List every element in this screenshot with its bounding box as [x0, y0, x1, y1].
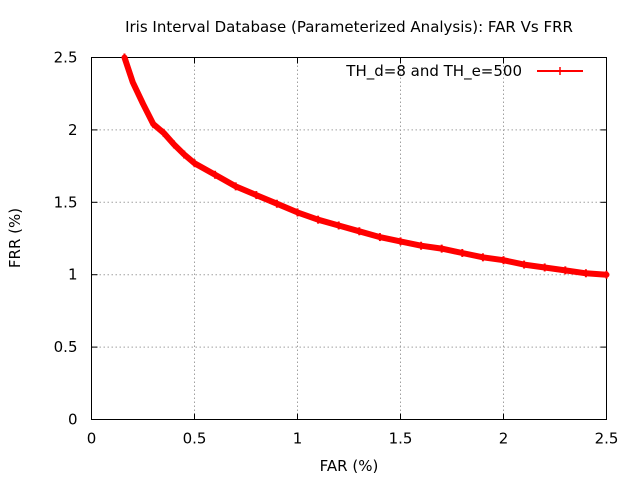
plot-frame [91, 57, 607, 420]
x-tick-label: 1 [293, 430, 303, 448]
grid [91, 57, 607, 420]
legend: TH_d=8 and TH_e=500 [345, 62, 583, 81]
x-tick-label: 2.5 [595, 430, 619, 448]
x-axis-label: FAR (%) [320, 457, 379, 475]
y-tick-label: 2.5 [54, 49, 78, 67]
y-tick-label: 0.5 [54, 338, 78, 356]
y-axis: 0 0.5 1 1.5 2 2.5 [54, 49, 607, 429]
x-tick-label: 0.5 [183, 430, 207, 448]
series-line [121, 54, 610, 278]
x-tick-label: 0 [87, 430, 97, 448]
x-tick-label: 2 [499, 430, 509, 448]
x-tick-label: 1.5 [389, 430, 413, 448]
y-tick-label: 1.5 [54, 193, 78, 211]
y-tick-label: 1 [68, 266, 78, 284]
y-axis-label: FRR (%) [6, 208, 24, 268]
y-tick-label: 0 [68, 411, 78, 429]
x-axis: 0 0.5 1 1.5 2 2.5 [87, 57, 619, 448]
chart-title: Iris Interval Database (Parameterized An… [125, 18, 573, 36]
y-tick-label: 2 [68, 121, 78, 139]
legend-label: TH_d=8 and TH_e=500 [345, 62, 522, 81]
series [121, 53, 610, 279]
